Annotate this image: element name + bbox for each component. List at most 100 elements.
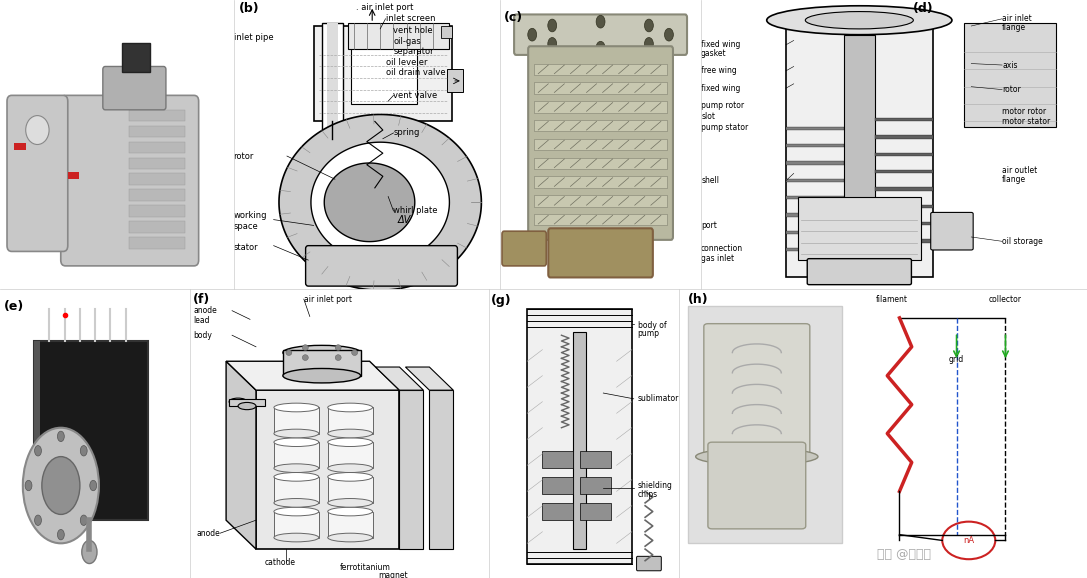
Text: (g): (g) [491, 294, 512, 307]
FancyBboxPatch shape [637, 556, 661, 571]
Text: anode: anode [196, 529, 220, 538]
Text: motor rotor: motor rotor [1002, 107, 1046, 116]
Text: axis: axis [1002, 61, 1017, 69]
Bar [328, 442, 373, 468]
Text: motor stator: motor stator [1002, 117, 1050, 126]
Circle shape [335, 355, 341, 361]
Bar [786, 179, 844, 182]
Text: pump: pump [637, 329, 660, 338]
Circle shape [286, 350, 292, 355]
Bar [283, 350, 361, 376]
Circle shape [25, 480, 32, 491]
Text: fixed wing: fixed wing [701, 40, 740, 49]
Bar [542, 477, 573, 494]
Text: body of: body of [637, 321, 666, 329]
Bar [122, 43, 150, 72]
Ellipse shape [274, 438, 318, 447]
Bar [14, 143, 26, 150]
Circle shape [645, 19, 653, 32]
Bar [786, 196, 844, 199]
Text: gas inlet: gas inlet [701, 254, 734, 263]
Bar [875, 135, 933, 139]
Text: rotor: rotor [1002, 85, 1021, 94]
FancyBboxPatch shape [514, 14, 687, 55]
Text: oil leveler: oil leveler [386, 58, 427, 66]
Bar [328, 512, 373, 538]
Bar [348, 23, 449, 49]
Ellipse shape [274, 498, 318, 507]
Circle shape [26, 116, 49, 144]
Bar [534, 195, 667, 206]
Text: (c): (c) [504, 11, 523, 24]
FancyBboxPatch shape [708, 442, 805, 529]
Bar [580, 503, 611, 520]
Text: fixed wing: fixed wing [701, 84, 740, 92]
Text: body: body [193, 331, 212, 340]
Ellipse shape [328, 429, 373, 438]
Text: inlet screen: inlet screen [386, 14, 435, 23]
Ellipse shape [274, 403, 318, 412]
Bar [128, 157, 185, 169]
Polygon shape [376, 367, 424, 390]
Bar [35, 341, 40, 520]
Bar [573, 332, 586, 549]
Text: air inlet port: air inlet port [304, 295, 352, 303]
Circle shape [664, 28, 673, 41]
Circle shape [82, 540, 97, 564]
Text: 知乎 @贾佳琪: 知乎 @贾佳琪 [876, 549, 930, 561]
Circle shape [596, 42, 605, 54]
Bar [786, 213, 844, 217]
Bar [875, 239, 933, 243]
FancyBboxPatch shape [61, 95, 199, 266]
Circle shape [58, 431, 64, 442]
Text: connection: connection [701, 244, 744, 253]
Bar [580, 451, 611, 468]
Bar [322, 23, 342, 139]
Ellipse shape [805, 12, 913, 29]
Ellipse shape [274, 429, 318, 438]
Bar [400, 390, 424, 549]
Bar [128, 125, 185, 137]
Text: ΔV: ΔV [398, 214, 411, 225]
Text: ferrotitanium: ferrotitanium [339, 562, 390, 572]
Text: shielding: shielding [637, 481, 673, 490]
Bar [328, 477, 373, 503]
Text: (b): (b) [239, 2, 260, 15]
Text: (d): (d) [913, 2, 934, 15]
Polygon shape [226, 361, 400, 390]
Circle shape [80, 515, 87, 525]
Text: collector: collector [989, 295, 1022, 303]
Text: working: working [234, 211, 267, 220]
Text: flange: flange [1002, 23, 1026, 32]
Bar [542, 451, 573, 468]
FancyBboxPatch shape [7, 95, 67, 251]
Bar [534, 139, 667, 150]
Bar [580, 477, 611, 494]
Ellipse shape [328, 438, 373, 447]
Circle shape [90, 480, 97, 491]
Ellipse shape [283, 369, 361, 383]
Text: (a): (a) [10, 13, 34, 28]
Circle shape [302, 344, 309, 350]
FancyBboxPatch shape [528, 46, 673, 240]
Text: pump stator: pump stator [701, 123, 748, 132]
Bar [534, 214, 667, 225]
Ellipse shape [328, 403, 373, 412]
Text: (f): (f) [193, 292, 211, 306]
Bar [786, 161, 844, 165]
Text: grid: grid [949, 355, 964, 364]
FancyBboxPatch shape [305, 246, 458, 286]
Bar [786, 248, 844, 251]
Bar [128, 205, 185, 217]
Text: filament: filament [875, 295, 908, 303]
Bar [128, 237, 185, 249]
Bar [534, 101, 667, 113]
Text: oil storage: oil storage [1002, 237, 1042, 246]
Ellipse shape [328, 464, 373, 473]
Circle shape [596, 15, 605, 28]
Bar [534, 120, 667, 132]
Bar [35, 341, 148, 520]
Text: sublimator: sublimator [637, 394, 679, 403]
Bar [447, 69, 463, 92]
Bar [229, 399, 265, 406]
